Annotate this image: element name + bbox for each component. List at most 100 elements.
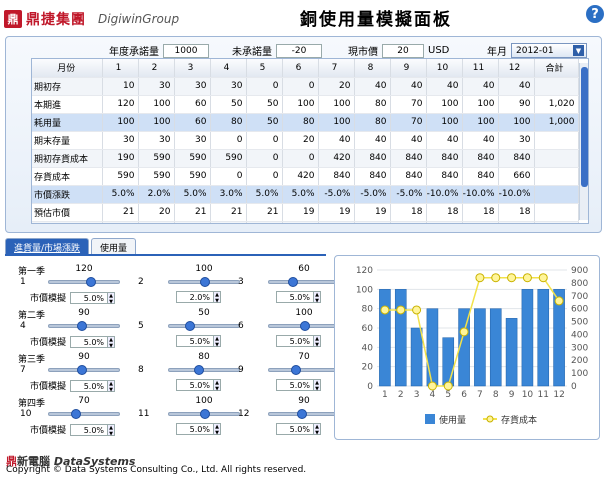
usage-slider[interactable] <box>268 409 340 419</box>
price-change-stepper[interactable]: 市價模擬 5.0% ▲ ▼ <box>30 291 116 305</box>
spinner-arrows-icon[interactable]: ▲ ▼ <box>314 291 321 304</box>
table-cell: 80 <box>282 113 319 132</box>
slider-knob[interactable] <box>296 409 307 419</box>
slider-knob[interactable] <box>300 321 310 331</box>
spinner-arrows-icon[interactable]: ▲ ▼ <box>214 335 221 348</box>
data-grid: 月份 1 2 3 4 5 6 7 8 9 10 11 12 合計 期初存 10 30 30 30 0 0 20 40 40 40… <box>31 58 589 224</box>
usage-slider[interactable] <box>168 365 240 375</box>
usage-slider[interactable] <box>268 277 340 287</box>
spinner-arrows-icon[interactable]: ▲ ▼ <box>108 291 116 305</box>
slider-knob[interactable] <box>200 409 210 419</box>
price-change-input[interactable]: 5.0% <box>276 379 314 391</box>
table-cell: 40 <box>390 77 427 96</box>
spinner-arrows-icon[interactable]: ▲ ▼ <box>214 423 221 436</box>
slider-knob[interactable] <box>76 365 87 375</box>
market-price-input[interactable] <box>382 43 424 58</box>
spinner-arrows-icon[interactable]: ▲ ▼ <box>314 379 321 392</box>
slider-knob[interactable] <box>193 365 204 375</box>
usage-slider[interactable] <box>48 321 120 331</box>
quarter-label: 第一季 <box>18 267 46 277</box>
tab-underline <box>5 254 326 256</box>
slider-knob[interactable] <box>70 409 81 419</box>
table-cell: 90 <box>498 95 535 114</box>
slider-knob[interactable] <box>290 365 301 375</box>
spinner-arrows-icon[interactable]: ▲ ▼ <box>214 379 221 392</box>
help-icon[interactable]: ? <box>586 5 604 23</box>
table-cell: -5.0% <box>354 185 391 204</box>
price-change-stepper[interactable]: 市價模擬 5.0% ▲ ▼ <box>30 335 116 349</box>
price-change-input[interactable]: 5.0% <box>276 423 314 435</box>
spinner-arrows-icon[interactable]: ▲ ▼ <box>108 423 116 437</box>
price-change-stepper[interactable]: 5.0% ▲ ▼ <box>272 423 321 436</box>
price-change-input[interactable]: 5.0% <box>70 423 109 436</box>
price-change-input[interactable]: 5.0% <box>276 335 314 347</box>
price-change-stepper[interactable]: 5.0% ▲ ▼ <box>272 335 321 348</box>
table-cell: 5.0% <box>246 185 283 204</box>
uncommitted-input[interactable] <box>276 43 322 58</box>
usage-slider[interactable] <box>268 365 340 375</box>
price-change-stepper[interactable]: 市價模擬 5.0% ▲ ▼ <box>30 423 116 437</box>
table-cell: 100 <box>462 95 499 114</box>
usage-slider[interactable] <box>168 277 240 287</box>
usage-slider[interactable] <box>48 277 120 287</box>
slider-knob[interactable] <box>287 277 298 287</box>
price-change-input[interactable]: 5.0% <box>176 379 214 391</box>
usage-slider[interactable] <box>168 321 240 331</box>
legend-label: 使用量 <box>439 414 466 426</box>
price-change-stepper[interactable]: 5.0% ▲ ▼ <box>172 423 221 436</box>
price-change-input[interactable]: 5.0% <box>70 379 109 392</box>
price-change-stepper[interactable]: 5.0% ▲ ▼ <box>272 379 321 392</box>
table-cell: 840 <box>390 167 427 186</box>
price-change-input[interactable]: 5.0% <box>70 291 109 304</box>
grid-header-cell: 9 <box>390 59 427 78</box>
year-month-select[interactable]: 2012-01 ▼ <box>511 43 587 58</box>
table-cell: 0 <box>210 221 247 223</box>
quarter-label: 第二季 <box>18 311 46 321</box>
table-cell: -120 <box>426 221 463 223</box>
usage-slider[interactable] <box>168 409 240 419</box>
tab-usage[interactable]: 使用量 <box>91 238 137 254</box>
slider-value-label: 100 <box>195 396 213 406</box>
table-cell <box>534 203 579 222</box>
price-change-stepper[interactable]: 2.0% ▲ ▼ <box>172 291 221 304</box>
price-change-stepper[interactable]: 5.0% ▲ ▼ <box>172 335 221 348</box>
spinner-arrows-icon[interactable]: ▲ ▼ <box>108 335 116 349</box>
price-change-stepper[interactable]: 市價模擬 5.0% ▲ ▼ <box>30 379 116 393</box>
price-change-input[interactable]: 5.0% <box>176 423 214 435</box>
table-cell <box>534 149 579 168</box>
slider-knob[interactable] <box>184 321 195 331</box>
slider-knob[interactable] <box>86 277 97 287</box>
x-tick: 10 <box>522 390 534 400</box>
price-change-input[interactable]: 5.0% <box>176 335 214 347</box>
spinner-arrows-icon[interactable]: ▲ ▼ <box>108 379 116 393</box>
usage-slider[interactable] <box>48 365 120 375</box>
spinner-arrows-icon[interactable]: ▲ ▼ <box>314 423 321 436</box>
price-change-stepper[interactable]: 5.0% ▲ ▼ <box>272 291 321 304</box>
table-cell: 100 <box>282 95 319 114</box>
bar <box>426 308 439 387</box>
spinner-arrows-icon[interactable]: ▲ ▼ <box>314 335 321 348</box>
slider-knob[interactable] <box>200 277 210 287</box>
table-cell: 590 <box>174 167 211 186</box>
month-number: 9 <box>238 365 244 375</box>
price-change-input[interactable]: 5.0% <box>70 335 109 348</box>
spinner-arrows-icon[interactable]: ▲ ▼ <box>214 291 221 304</box>
price-change-input[interactable]: 2.0% <box>176 291 214 303</box>
tab-purchase-market[interactable]: 進貨量/市場漲跌 <box>5 238 90 254</box>
usage-slider[interactable] <box>268 321 340 331</box>
y-right-tick: 0 <box>571 382 577 392</box>
table-cell: 420 <box>282 167 319 186</box>
table-cell: 60 <box>174 113 211 132</box>
scrollbar-thumb[interactable] <box>581 67 588 187</box>
table-cell: 30 <box>138 131 175 150</box>
table-cell: 100 <box>426 95 463 114</box>
annual-committed-input[interactable] <box>163 43 209 58</box>
price-change-stepper[interactable]: 5.0% ▲ ▼ <box>172 379 221 392</box>
price-change-input[interactable]: 5.0% <box>276 291 314 303</box>
grid-scrollbar[interactable] <box>579 63 588 220</box>
table-cell: 70 <box>390 113 427 132</box>
slider-knob[interactable] <box>76 321 87 331</box>
grid-header-cell: 月份 <box>32 59 103 78</box>
table-cell <box>534 221 579 223</box>
usage-slider[interactable] <box>48 409 120 419</box>
